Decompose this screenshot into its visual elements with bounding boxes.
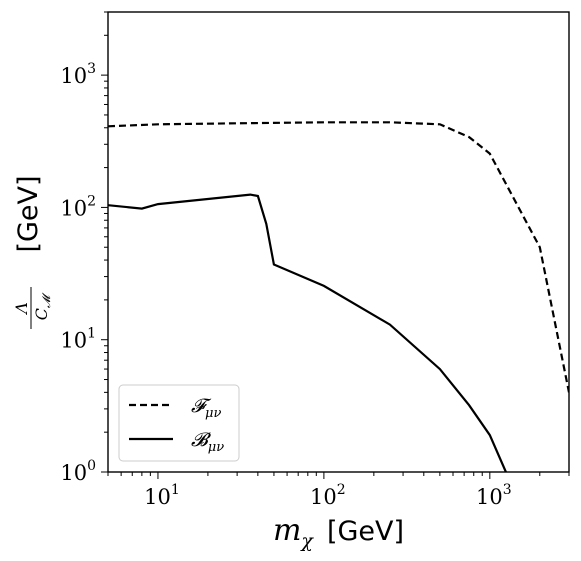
series-line-b	[108, 193, 507, 472]
y-axis-unit: [GeV]	[13, 175, 44, 252]
y-axis-fraction-den: C𝓜	[32, 292, 53, 320]
legend-box	[118, 384, 240, 462]
y-axis-fraction-num: Λ	[12, 302, 31, 316]
x-tick-label: 103	[476, 482, 512, 509]
legend-label-b: 𝓑μν	[191, 429, 224, 455]
y-axis-label: [GeV] Λ C𝓜	[12, 175, 53, 329]
x-tick-label: 102	[310, 482, 346, 509]
y-tick-label: 101	[60, 326, 96, 353]
y-tick-label: 103	[60, 61, 96, 88]
series-line-f	[108, 121, 569, 393]
x-axis-var-sub: χ	[299, 530, 314, 552]
x-axis-label: mχ [GeV]	[273, 513, 404, 552]
x-axis-unit: [GeV]	[327, 516, 404, 547]
legend: 𝓕μν 𝓑μν	[118, 384, 240, 462]
y-tick-label: 102	[60, 193, 96, 220]
tick-labels: 101 102 103 100 101 102 103	[60, 61, 511, 509]
x-tick-label: 101	[144, 482, 180, 509]
x-axis-var: m	[273, 513, 301, 548]
series-lines	[108, 121, 569, 472]
y-tick-label: 100	[60, 458, 96, 485]
plot-frame	[107, 11, 570, 473]
